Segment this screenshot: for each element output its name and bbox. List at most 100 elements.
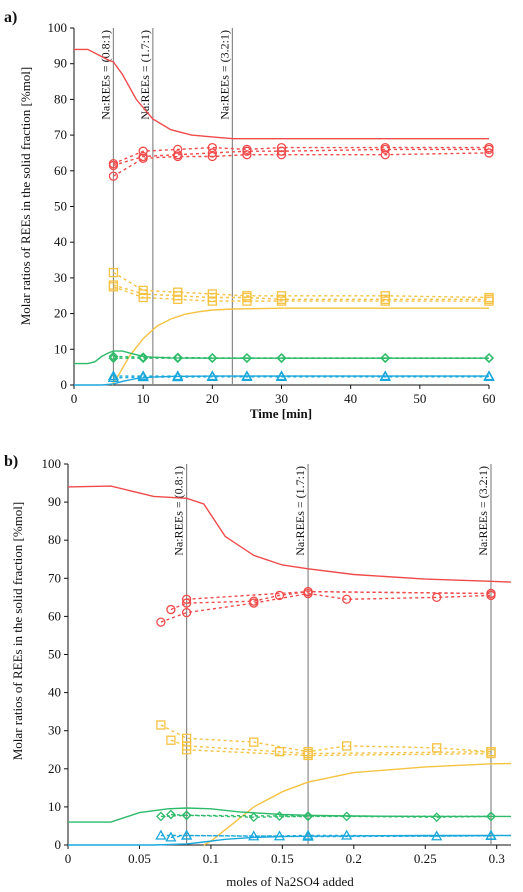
y-tick-label: 50 — [54, 199, 67, 214]
data-point-square — [181, 745, 192, 755]
series-line — [68, 834, 511, 846]
data-point-square — [276, 296, 287, 306]
series-line — [113, 148, 489, 167]
data-point-square — [108, 267, 119, 278]
series-line — [113, 284, 489, 300]
series-line — [113, 146, 489, 165]
panel-b: b) Molar ratios of REEs in the solid fra… — [4, 453, 512, 889]
data-point-circle — [138, 151, 148, 162]
data-point-triangle — [107, 372, 120, 383]
x-tick-label: 20 — [206, 391, 219, 406]
data-point-circle — [181, 607, 192, 618]
data-point-triangle — [302, 830, 314, 841]
y-tick-label: 30 — [48, 723, 61, 738]
data-point-triangle — [107, 370, 120, 381]
x-tick-label: 0.25 — [414, 851, 437, 866]
data-point-diamond — [484, 352, 494, 363]
data-point-square — [108, 282, 119, 292]
x-tick-label: 0.1 — [203, 851, 219, 866]
data-point-diamond — [431, 812, 442, 823]
data-point-square — [249, 737, 259, 747]
series-line — [160, 592, 492, 623]
x-tick-label: 0.05 — [128, 851, 151, 866]
y-tick-label: 20 — [48, 761, 61, 776]
panel-a-label: a) — [4, 9, 17, 26]
series-line — [113, 152, 490, 177]
data-point-square — [342, 741, 352, 751]
y-tick-label: 80 — [54, 91, 67, 106]
data-point-triangle — [165, 831, 177, 842]
data-point-circle — [303, 586, 313, 597]
data-point-triangle — [341, 829, 353, 840]
panel-b-x-axis-label: moles of Na2SO4 added — [226, 874, 354, 889]
series-line — [170, 590, 492, 611]
series-line — [160, 724, 492, 753]
panel-a: a) Molar ratios of REEs in the solid fra… — [4, 9, 496, 421]
x-tick-label: 40 — [344, 391, 357, 406]
data-point-circle — [249, 596, 259, 606]
data-point-circle — [242, 144, 252, 155]
series-line — [113, 376, 489, 379]
series-line — [186, 590, 492, 600]
data-point-square — [242, 296, 252, 306]
x-tick-label: 10 — [137, 391, 150, 406]
y-tick-label: 10 — [54, 341, 67, 356]
series-line — [170, 834, 492, 839]
series-line — [67, 485, 512, 583]
data-point-diamond — [207, 352, 218, 363]
data-point-triangle — [483, 370, 495, 381]
y-tick-label: 90 — [48, 494, 61, 509]
reference-vline-label: Na:REEs = (1.7:1) — [138, 30, 152, 120]
data-point-circle — [274, 590, 285, 601]
x-tick-label: 30 — [275, 391, 288, 406]
data-point-diamond — [380, 352, 391, 363]
y-tick-label: 40 — [54, 234, 67, 249]
data-point-square — [380, 296, 390, 306]
y-tick-label: 40 — [48, 685, 61, 700]
data-point-diamond — [241, 352, 252, 363]
data-point-circle — [173, 144, 183, 155]
y-tick-label: 0 — [61, 377, 68, 392]
y-tick-label: 90 — [54, 56, 67, 71]
series-line — [111, 307, 489, 386]
x-tick-label: 0 — [71, 391, 78, 406]
series-line — [113, 355, 489, 359]
data-point-circle — [484, 148, 494, 158]
y-tick-label: 80 — [48, 532, 61, 547]
x-tick-label: 60 — [483, 391, 496, 406]
series-line — [160, 814, 492, 818]
x-tick-label: 50 — [413, 391, 426, 406]
data-point-circle — [380, 150, 390, 160]
reference-vline-label: Na:REEs = (3.2:1) — [217, 30, 231, 120]
data-point-square — [156, 720, 166, 730]
data-point-diamond — [274, 811, 285, 821]
data-point-diamond — [341, 811, 352, 822]
data-point-circle — [156, 617, 166, 627]
series-line — [186, 749, 492, 757]
x-tick-label: 0.3 — [489, 851, 505, 866]
data-point-circle — [207, 142, 217, 153]
data-point-square — [274, 747, 285, 757]
data-point-triangle — [206, 370, 218, 381]
panel-b-y-axis-label: Molar ratios of REEs in the solid fracti… — [10, 502, 25, 761]
reference-vline-label: Na:REEs = (1.7:1) — [293, 466, 307, 556]
data-point-triangle — [241, 370, 253, 381]
series-line — [74, 48, 489, 140]
data-point-circle — [207, 151, 217, 162]
reference-vline-label: Na:REEs = (0.8:1) — [172, 466, 186, 556]
data-point-circle — [108, 171, 119, 181]
series-line — [68, 807, 511, 823]
series-line — [74, 375, 489, 386]
y-tick-label: 50 — [48, 647, 61, 662]
data-point-triangle — [180, 829, 193, 840]
data-point-circle — [276, 142, 287, 153]
data-point-triangle — [275, 370, 288, 381]
data-point-triangle — [172, 371, 184, 382]
x-tick-label: 0.15 — [271, 851, 294, 866]
y-tick-label: 100 — [48, 20, 68, 35]
data-point-diamond — [165, 809, 176, 820]
data-point-diamond — [276, 352, 287, 363]
data-point-circle — [173, 150, 183, 160]
data-point-diamond — [181, 810, 192, 821]
